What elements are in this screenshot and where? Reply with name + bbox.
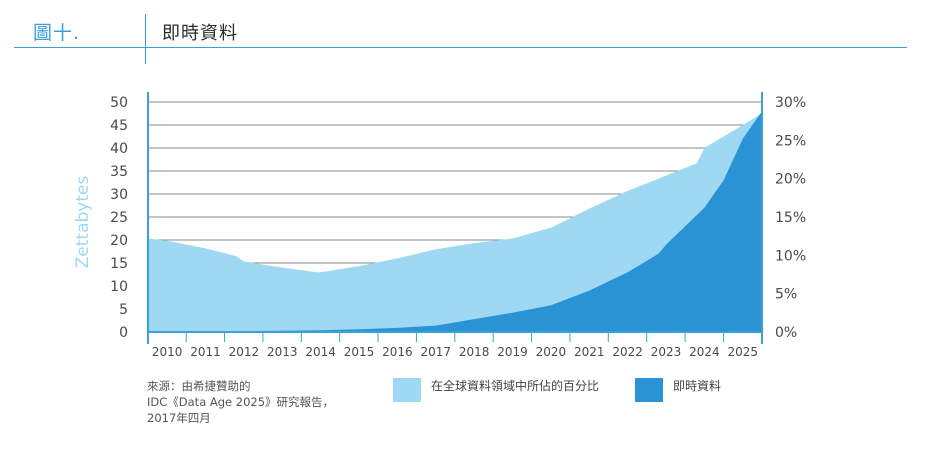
y-tick-label: 50 (110, 95, 128, 111)
y-tick-label: 15 (110, 256, 128, 272)
y2-tick-label: 0% (775, 325, 797, 341)
y-tick-label: 0 (119, 325, 128, 341)
x-tick-label: 2018 (459, 345, 490, 359)
header-rule (14, 47, 907, 48)
figure-title: 即時資料 (162, 23, 238, 44)
y2-tick-label: 20% (775, 172, 806, 188)
source-line: IDC《Data Age 2025》研究報告， (147, 395, 335, 409)
x-tick-label: 2017 (421, 345, 452, 359)
x-tick-label: 2023 (651, 345, 682, 359)
x-tick-label: 2012 (229, 345, 260, 359)
y-tick-label: 35 (110, 164, 128, 180)
x-tick-label: 2020 (536, 345, 567, 359)
legend-item-realtime: 即時資料 (635, 378, 721, 402)
area-global-share (148, 113, 762, 332)
x-tick-label: 2025 (728, 345, 759, 359)
y-tick-label: 30 (110, 187, 128, 203)
y-axis-label: Zettabytes (73, 176, 93, 269)
x-tick-label: 2019 (497, 345, 528, 359)
y2-tick-label: 15% (775, 210, 806, 226)
figure-label: 圖十. (33, 22, 81, 44)
x-tick-label: 2016 (382, 345, 413, 359)
legend-swatch-global-share (393, 378, 421, 402)
legend-label-realtime: 即時資料 (673, 379, 722, 393)
y-tick-label: 25 (110, 210, 128, 226)
y2-tick-label: 30% (775, 95, 806, 111)
area-realtime (148, 111, 762, 332)
legend-item-global-share: 在全球資料領域中所佔的百分比 (393, 378, 603, 402)
left-axis-ticks: 0 5 10 15 20 25 30 35 40 45 50 (110, 95, 128, 341)
y2-tick-label: 10% (775, 248, 806, 264)
x-tick-label: 2010 (152, 345, 183, 359)
right-axis-ticks: 0% 5% 10% 15% 20% 25% 30% (775, 95, 806, 341)
y-tick-label: 20 (110, 233, 128, 249)
x-tick-label: 2024 (689, 345, 720, 359)
x-axis-ticks: 2010 2011 2012 2013 2014 2015 2016 2017 2018 2019… (152, 332, 763, 359)
x-tick-label: 2022 (612, 345, 643, 359)
source-line: 2017年四月 (147, 411, 211, 425)
y-tick-label: 45 (110, 118, 128, 134)
source-line: 來源：由希捷贊助的 (147, 379, 251, 393)
y2-tick-label: 5% (775, 287, 797, 303)
y2-tick-label: 25% (775, 133, 806, 149)
x-tick-label: 2014 (305, 345, 336, 359)
source-note: 來源：由希捷贊助的 IDC《Data Age 2025》研究報告， 2017年四… (147, 378, 334, 426)
x-tick-label: 2013 (267, 345, 298, 359)
y-tick-label: 5 (119, 302, 128, 318)
y-tick-label: 40 (110, 141, 128, 157)
legend-label-global-share: 在全球資料領域中所佔的百分比 (431, 379, 600, 393)
x-tick-label: 2021 (574, 345, 605, 359)
y-tick-label: 10 (110, 279, 128, 295)
legend-swatch-realtime (635, 378, 663, 402)
header-divider (145, 14, 146, 64)
x-tick-label: 2015 (344, 345, 375, 359)
chart-areas (148, 111, 762, 332)
x-tick-label: 2011 (190, 345, 221, 359)
